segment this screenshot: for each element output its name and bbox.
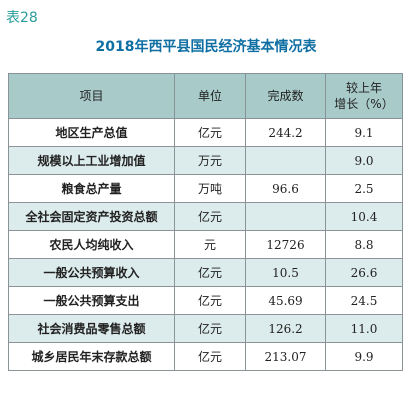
row-growth: 11.0 [325,314,403,343]
row-unit: 亿元 [174,118,246,147]
row-item: 规模以上工业增加值 [8,146,175,175]
table-row: 规模以上工业增加值 万元 9.0 [8,146,403,175]
header-completed: 完成数 [245,73,326,119]
table-row: 农民人均纯收入 元 12726 8.8 [8,230,403,259]
row-completed: 213.07 [245,342,326,371]
header-item: 项目 [8,73,175,119]
row-completed [245,146,326,175]
row-item: 社会消费品零售总额 [8,314,175,343]
table-row: 社会消费品零售总额 亿元 126.2 11.0 [8,314,403,343]
row-completed: 12726 [245,230,326,259]
row-growth: 8.8 [325,230,403,259]
row-item: 城乡居民年末存款总额 [8,342,175,371]
header-growth-line1: 较上年 [345,81,382,95]
row-growth: 10.4 [325,202,403,231]
table-row: 城乡居民年末存款总额 亿元 213.07 9.9 [8,342,403,371]
header-growth: 较上年 增长（%） [325,73,403,119]
table-row: 地区生产总值 亿元 244.2 9.1 [8,118,403,147]
row-growth: 24.5 [325,286,403,315]
row-item: 农民人均纯收入 [8,230,175,259]
row-unit: 亿元 [174,314,246,343]
row-growth: 9.1 [325,118,403,147]
table-number-label: 表28 [6,10,38,26]
table-header-row: 项目 单位 完成数 较上年 增长（%） [8,73,403,119]
row-item: 一般公共预算支出 [8,286,175,315]
row-item: 一般公共预算收入 [8,258,175,287]
row-completed [245,202,326,231]
row-unit: 亿元 [174,342,246,371]
row-unit: 亿元 [174,202,246,231]
table-row: 一般公共预算支出 亿元 45.69 24.5 [8,286,403,315]
row-unit: 亿元 [174,286,246,315]
row-unit: 元 [174,230,246,259]
table-title: 2018年西平县国民经济基本情况表 [95,39,317,55]
row-growth: 26.6 [325,258,403,287]
row-growth: 9.9 [325,342,403,371]
row-unit: 亿元 [174,258,246,287]
row-item: 地区生产总值 [8,118,175,147]
row-completed: 126.2 [245,314,326,343]
row-growth: 9.0 [325,146,403,175]
row-item: 全社会固定资产投资总额 [8,202,175,231]
table-row: 一般公共预算收入 亿元 10.5 26.6 [8,258,403,287]
row-completed: 96.6 [245,174,326,203]
row-growth: 2.5 [325,174,403,203]
row-completed: 45.69 [245,286,326,315]
header-unit: 单位 [174,73,246,119]
row-completed: 10.5 [245,258,326,287]
row-unit: 万吨 [174,174,246,203]
economic-stats-table: 项目 单位 完成数 较上年 增长（%） 地区生产总值 亿元 244.2 9.1 … [8,73,403,371]
row-unit: 万元 [174,146,246,175]
table-row: 粮食总产量 万吨 96.6 2.5 [8,174,403,203]
row-completed: 244.2 [245,118,326,147]
table-row: 全社会固定资产投资总额 亿元 10.4 [8,202,403,231]
row-item: 粮食总产量 [8,174,175,203]
header-growth-line2: 增长（%） [334,97,394,111]
